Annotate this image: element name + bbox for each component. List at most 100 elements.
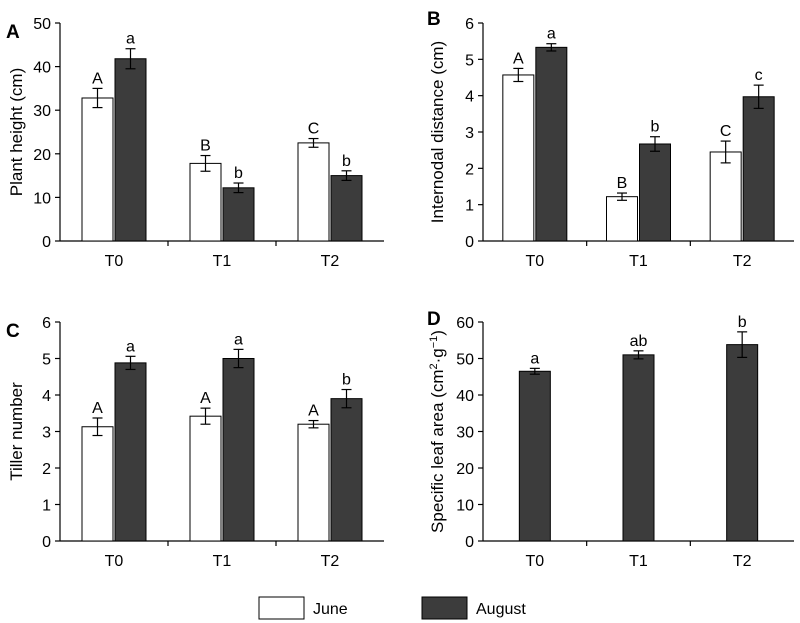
- y-tick-label: 5: [465, 52, 474, 69]
- x-tick-label: T2: [321, 553, 340, 570]
- x-tick-label: T1: [629, 253, 648, 270]
- x-tick-label: T2: [733, 253, 752, 270]
- y-tick-label: 30: [33, 103, 51, 120]
- panel-d: D 0 10 20 30 40 50 60 T0 T1 T2 Specific leaf area (…: [427, 309, 794, 570]
- y-axis-label: Plant height (cm): [7, 68, 26, 197]
- panel-a: A 0 10 20 30 40 50 T0 T1 T2 Plant height (cm) A B Ca b…: [6, 16, 384, 270]
- bar-august-t1: [639, 143, 671, 242]
- panel-letter: B: [427, 9, 441, 30]
- bar-june-t1: [189, 415, 222, 542]
- y-axis-label-part: ): [428, 330, 447, 336]
- y-tick-label: 1: [42, 498, 51, 515]
- significance-label: A: [513, 50, 524, 67]
- y-axis-label: Tiller number: [7, 382, 26, 481]
- significance-label: B: [617, 175, 628, 192]
- y-tick-label: 0: [42, 234, 51, 251]
- y-tick-label: 30: [456, 425, 474, 442]
- legend: June August: [258, 596, 526, 620]
- significance-label: a: [126, 31, 135, 48]
- panel-c: C 0 1 2 3 4 5 6 T0 T1 T2 Tiller number A A Aa a b: [6, 315, 384, 570]
- y-tick-label: 2: [465, 161, 474, 178]
- bar-august-t2: [330, 398, 363, 542]
- significance-label: A: [92, 70, 103, 87]
- bar-august-t2: [330, 175, 363, 242]
- y-tick-label: 3: [465, 125, 474, 142]
- bar-june-t2: [297, 423, 330, 542]
- bar-august-t1: [222, 187, 255, 242]
- bar-june-t0: [81, 426, 114, 542]
- y-axis-label-part: ·g: [428, 348, 447, 363]
- x-tick-label: T0: [525, 553, 544, 570]
- y-axis-label-superscript: −1: [428, 336, 440, 349]
- panel-letter: D: [427, 309, 441, 330]
- bar-june-t2: [297, 142, 330, 242]
- y-tick-label: 10: [33, 190, 51, 207]
- y-axis-label: Internodal distance (cm): [428, 41, 447, 223]
- y-tick-label: 4: [42, 388, 51, 405]
- bar-june-t1: [189, 162, 222, 242]
- y-tick-label: 3: [42, 425, 51, 442]
- y-axis-label-superscript: 2: [428, 363, 440, 369]
- bar-june-t2: [709, 151, 742, 242]
- x-tick-label: T2: [733, 553, 752, 570]
- significance-label: a: [547, 26, 556, 43]
- y-tick-label: 5: [42, 352, 51, 369]
- y-axis-label: Specific leaf area (cm2·g−1): [428, 330, 447, 533]
- bar-august-t0: [114, 58, 147, 242]
- y-tick-label: 0: [42, 534, 51, 551]
- x-tick-label: T0: [525, 253, 544, 270]
- y-tick-label: 40: [33, 60, 51, 77]
- significance-label: A: [92, 400, 103, 417]
- panel-b: B 0 1 2 3 4 5 6 T0 T1 T2 Internodal distance (cm) A B…: [427, 9, 794, 270]
- y-tick-label: 20: [456, 461, 474, 478]
- significance-label: B: [200, 138, 211, 155]
- significance-label: a: [530, 350, 539, 367]
- legend-swatch-august: [421, 596, 468, 620]
- x-tick-label: T1: [629, 553, 648, 570]
- y-tick-label: 20: [33, 147, 51, 164]
- y-tick-label: 40: [456, 388, 474, 405]
- bar-august-t1: [222, 358, 255, 542]
- y-tick-label: 0: [465, 534, 474, 551]
- significance-label: A: [200, 390, 211, 407]
- significance-label: C: [308, 121, 320, 138]
- x-tick-label: T0: [105, 553, 124, 570]
- bar-august-t0: [535, 46, 568, 242]
- x-tick-label: T2: [321, 253, 340, 270]
- significance-label: A: [308, 403, 319, 420]
- y-axis-label-part: Specific leaf area (cm: [428, 370, 447, 533]
- y-tick-label: 6: [465, 16, 474, 33]
- y-tick-label: 50: [456, 352, 474, 369]
- bar-june-t1: [606, 196, 638, 242]
- y-tick-label: 10: [456, 498, 474, 515]
- bar-august-t0: [114, 362, 147, 542]
- significance-label: ab: [630, 333, 648, 350]
- legend-label-june: June: [313, 601, 348, 618]
- y-tick-label: 60: [456, 315, 474, 332]
- y-tick-label: 4: [465, 89, 474, 106]
- y-tick-label: 2: [42, 461, 51, 478]
- bar-june-t0: [81, 97, 114, 242]
- significance-label: b: [738, 314, 747, 331]
- significance-label: a: [126, 338, 135, 355]
- bar-august-t0: [518, 370, 551, 542]
- significance-label: b: [651, 119, 660, 136]
- x-tick-label: T1: [213, 253, 232, 270]
- panel-letter: C: [6, 321, 20, 342]
- significance-label: b: [342, 153, 351, 170]
- y-tick-label: 50: [33, 16, 51, 33]
- panel-letter: A: [6, 22, 20, 43]
- significance-label: b: [342, 372, 351, 389]
- significance-label: a: [234, 331, 243, 348]
- significance-label: C: [720, 123, 732, 140]
- y-tick-label: 6: [42, 315, 51, 332]
- x-tick-label: T0: [105, 253, 124, 270]
- legend-label-august: August: [476, 601, 526, 618]
- significance-label: c: [755, 67, 763, 84]
- bar-august-t1: [622, 354, 655, 542]
- bar-august-t2: [742, 96, 775, 242]
- legend-swatch-june: [258, 596, 305, 620]
- significance-label: b: [234, 165, 243, 182]
